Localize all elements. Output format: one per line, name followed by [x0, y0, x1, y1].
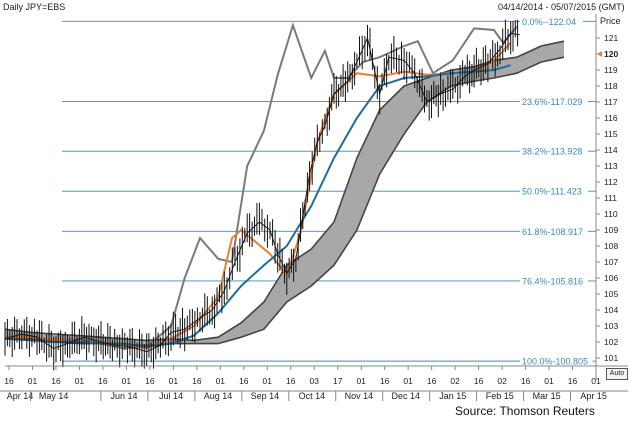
- chart-date-range: 04/14/2014 - 05/07/2015 (GMT): [498, 2, 625, 12]
- fib-label: 50.0%-111.423: [522, 187, 582, 197]
- y-tick-label: 108: [604, 241, 618, 251]
- x-tick-label: 01: [169, 376, 179, 386]
- y-tick-label: 102: [604, 337, 618, 347]
- fib-label: 76.4%-105.816: [522, 276, 583, 286]
- y-tick-label: 116: [604, 113, 618, 123]
- fib-label: 38.2%-113.928: [522, 147, 582, 157]
- y-tick-label: 117: [604, 97, 618, 107]
- y-axis: Price 101 102 103 104 105 106 107 108 109 110 111 11…: [5, 14, 628, 380]
- y-tick-label: 112: [604, 177, 618, 187]
- source-caption: Source: Thomson Reuters: [455, 404, 595, 418]
- x-tick-label: 01: [544, 376, 554, 386]
- x-tick-label: 16: [4, 376, 14, 386]
- x-tick-label: 01: [591, 376, 601, 386]
- x-tick-label: 01: [28, 376, 38, 386]
- x-tick-label: 16: [474, 376, 484, 386]
- y-tick-label: 105: [604, 289, 618, 299]
- x-tick-label: 01: [216, 376, 226, 386]
- x-month-label: Jun 14: [111, 391, 138, 401]
- y-tick-label: 114: [604, 145, 618, 155]
- x-month-label: Apr 14: [7, 391, 34, 401]
- fibonacci-labels: 0.0%--122.04 23.6%-117.029 38.2%-113.928 50…: [520, 16, 593, 367]
- x-month-label: Apr 15: [580, 391, 607, 401]
- x-month-label: Jan 15: [439, 391, 466, 401]
- x-tick-label: 02: [450, 376, 460, 386]
- x-month-label: Sep 14: [251, 391, 280, 401]
- x-tick-label: 01: [122, 376, 132, 386]
- y-axis-title: Price: [600, 16, 621, 26]
- x-tick-label: 01: [356, 376, 366, 386]
- x-axis: 16 01 16 01 16 01 16 01 16 01 16 01 16 03 17 01 16 01 16 02…: [0, 366, 628, 401]
- fib-label-bg: [520, 96, 588, 107]
- fib-label-bg: [520, 226, 588, 237]
- y-tick-label: 110: [604, 209, 618, 219]
- fib-label: 61.8%-108.917: [522, 227, 583, 237]
- fib-label: 100.0%-100.805: [522, 357, 588, 367]
- x-tick-label: 16: [286, 376, 296, 386]
- x-month-label: Dec 14: [392, 391, 421, 401]
- fib-label-bg: [520, 146, 588, 157]
- fib-label-bg: [520, 356, 593, 367]
- x-month-label: May 14: [39, 391, 69, 401]
- x-month-label: Aug 14: [204, 391, 233, 401]
- price-bars: [4, 19, 520, 371]
- chart-symbol-title: Daily JPY=EBS: [3, 2, 65, 12]
- x-tick-label: 16: [380, 376, 390, 386]
- fib-label-bg: [520, 186, 588, 197]
- x-tick-label: 16: [192, 376, 202, 386]
- x-tick-label: 16: [568, 376, 578, 386]
- fib-label-bg: [520, 275, 588, 286]
- x-month-label: Jul 14: [159, 391, 183, 401]
- x-tick-label: 01: [403, 376, 413, 386]
- fib-label: 23.6%-117.029: [522, 97, 582, 107]
- x-tick-label: 17: [333, 376, 343, 386]
- y-tick-label: 101: [604, 353, 618, 363]
- x-month-label: Feb 15: [486, 391, 514, 401]
- fib-label-bg: [520, 16, 583, 27]
- x-tick-label: 16: [239, 376, 249, 386]
- y-tick-label: 109: [604, 225, 618, 235]
- x-month-label: Mar 15: [533, 391, 561, 401]
- y-tick-label: 106: [604, 273, 618, 283]
- x-tick-label: 16: [98, 376, 108, 386]
- x-month-label: Oct 14: [299, 391, 326, 401]
- x-tick-label: 03: [310, 376, 320, 386]
- y-tick-label: 115: [604, 129, 618, 139]
- fib-label: 0.0%--122.04: [522, 17, 576, 27]
- x-month-label: Nov 14: [345, 391, 374, 401]
- x-tick-label: 01: [75, 376, 85, 386]
- x-tick-label: 02: [497, 376, 507, 386]
- x-tick-label: 16: [145, 376, 155, 386]
- y-tick-label: 118: [604, 81, 618, 91]
- y-tick-label: 120: [604, 49, 618, 59]
- x-tick-label: 16: [521, 376, 531, 386]
- y-tick-label: 119: [604, 65, 618, 75]
- x-tick-label: 01: [263, 376, 273, 386]
- x-tick-label: 16: [427, 376, 437, 386]
- last-price-marker: [597, 51, 602, 57]
- x-tick-label: 16: [51, 376, 61, 386]
- y-tick-label: 113: [604, 161, 618, 171]
- y-tick-label: 121: [604, 33, 618, 43]
- price-line: [4, 32, 520, 353]
- cloud-area: [5, 41, 564, 346]
- y-tick-label: 111: [604, 193, 617, 203]
- y-tick-label: 103: [604, 321, 618, 331]
- auto-scale-button[interactable]: Auto: [606, 368, 628, 380]
- y-tick-label: 104: [604, 305, 618, 315]
- y-tick-label: 107: [604, 257, 618, 267]
